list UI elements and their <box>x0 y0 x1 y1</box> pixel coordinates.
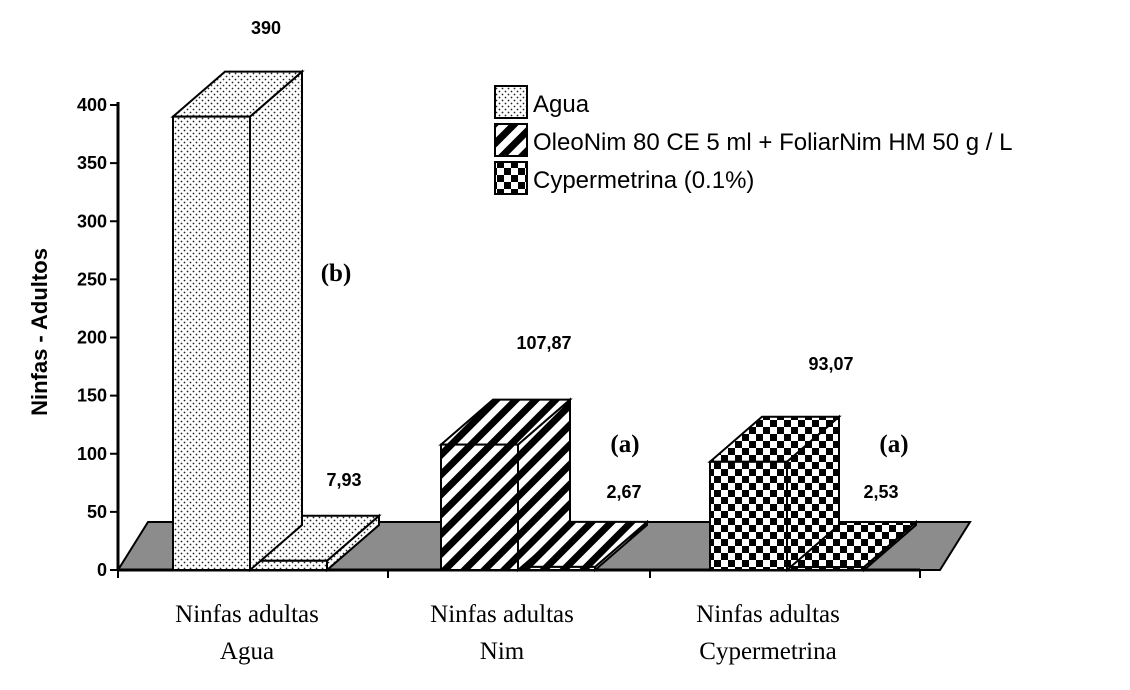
y-tick-label: 150 <box>77 386 107 406</box>
significance-label: (b) <box>321 260 352 287</box>
data-label: 390 <box>251 18 281 38</box>
bar-secondary <box>247 513 382 573</box>
y-tick-label: 400 <box>77 95 107 115</box>
bar-primary <box>438 397 573 573</box>
y-tick-label: 350 <box>77 153 107 173</box>
legend-entry: Agua <box>533 91 590 118</box>
data-label: 7,93 <box>326 470 361 490</box>
legend-entry: Cypermetrina (0.1%) <box>533 167 754 194</box>
x-tick-label: Ninfas adultas <box>175 601 319 628</box>
y-tick-label: 50 <box>87 502 107 522</box>
y-tick-label: 200 <box>77 328 107 348</box>
y-tick-label: 0 <box>97 560 107 580</box>
significance-label: (a) <box>879 431 908 458</box>
x-tick-label: Ninfas adultas <box>430 601 574 628</box>
y-tick-label: 250 <box>77 269 107 289</box>
x-tick-labels: Ninfas adultas Agua Ninfas adultas Nim Ninfa… <box>175 601 840 665</box>
bar-primary <box>707 414 842 573</box>
bar-front <box>786 566 865 572</box>
y-tick-label: 300 <box>77 211 107 231</box>
data-label: 2,67 <box>606 482 641 502</box>
data-labels: 390 7,93 107,87 2,67 93,07 2,53 <box>251 18 899 502</box>
significance-labels: (b) (a) (a) <box>321 260 909 458</box>
legend-swatch <box>494 123 528 157</box>
significance-label: (a) <box>610 431 639 458</box>
y-tick-label: 100 <box>77 444 107 464</box>
legend-entry: OleoNim 80 CE 5 ml + FoliarNim HM 50 g /… <box>533 129 1012 156</box>
legend: Agua OleoNim 80 CE 5 ml + FoliarNim HM 50… <box>494 85 1012 195</box>
bar-front <box>249 559 328 571</box>
data-label: 93,07 <box>808 354 853 374</box>
bar-front <box>440 443 519 572</box>
data-label: 2,53 <box>863 482 898 502</box>
bars <box>170 69 919 573</box>
bar-side <box>249 69 303 573</box>
bar-front <box>517 565 596 571</box>
x-tick-label: Ninfas adultas <box>696 601 840 628</box>
y-axis-label: Ninfas - Adultos <box>27 248 52 416</box>
legend-swatch <box>494 85 528 119</box>
x-tick-label: Nim <box>480 638 525 665</box>
legend-swatch <box>494 161 528 195</box>
bar-front <box>709 460 788 571</box>
bar-front <box>172 115 251 571</box>
x-tick-label: Agua <box>220 638 274 665</box>
bar-primary <box>170 69 305 573</box>
data-label: 107,87 <box>516 333 571 353</box>
x-tick-label: Cypermetrina <box>699 638 836 665</box>
